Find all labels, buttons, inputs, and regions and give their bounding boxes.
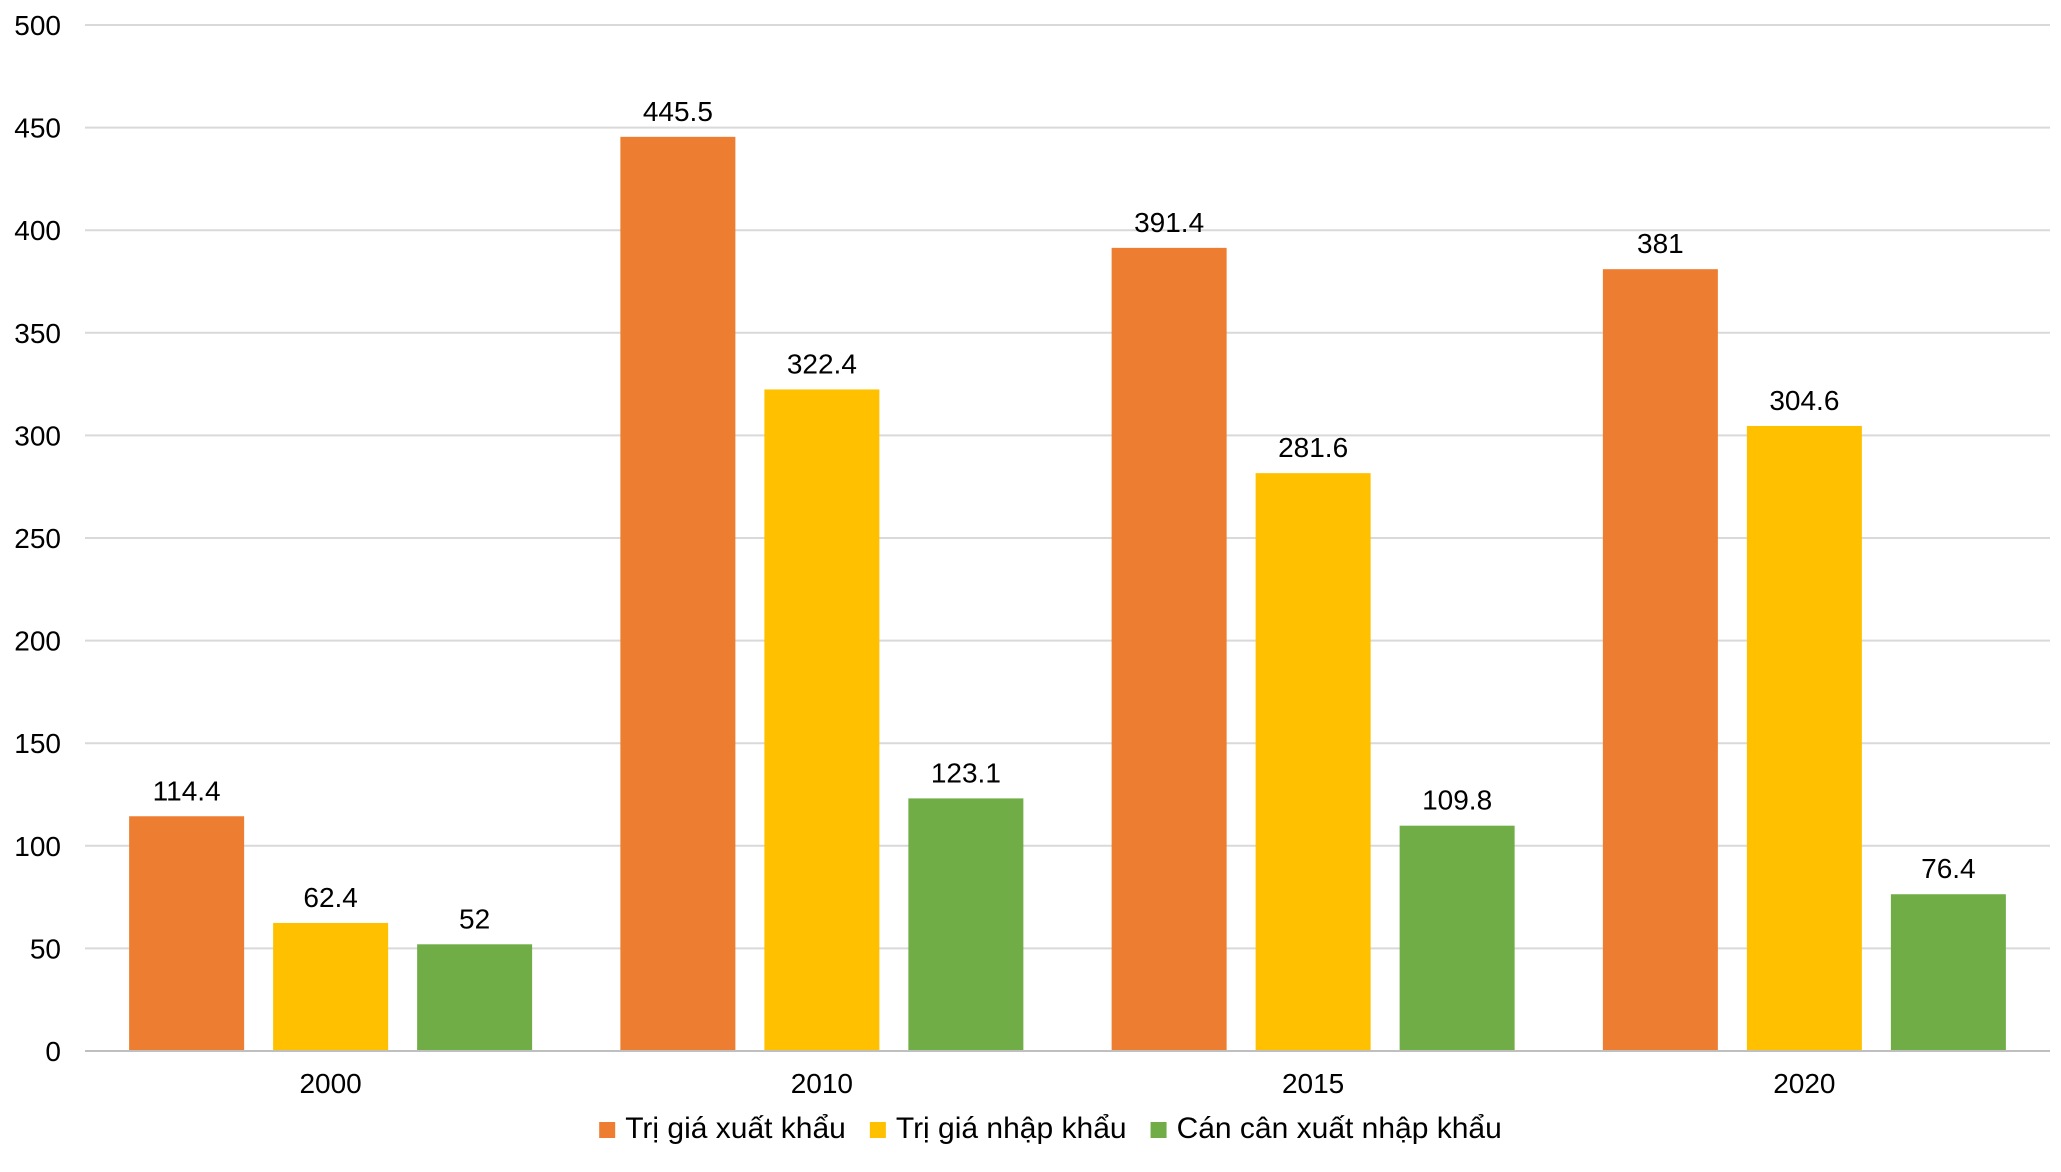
bar-2020-series-3: [1890, 894, 2006, 1051]
bar-2000-series-2: [273, 922, 389, 1051]
x-axis: 2000 2010 2015 2020: [85, 1050, 2050, 1099]
y-tick-label: 200: [14, 626, 61, 657]
y-tick-label: 500: [14, 10, 61, 41]
data-label-2010-series-3: 123.1: [931, 757, 1001, 788]
y-tick-label: 0: [45, 1036, 61, 1067]
data-label-2000-series-2: 62.4: [303, 882, 358, 913]
x-category-label: 2010: [791, 1068, 853, 1099]
data-label-2015-series-2: 281.6: [1278, 432, 1348, 463]
bar-2000-series-3: [417, 944, 533, 1051]
bar-2010-series-3: [908, 798, 1024, 1051]
bar-2000-series-1: [129, 816, 245, 1051]
data-label-2015-series-3: 109.8: [1422, 785, 1492, 816]
y-tick-label: 100: [14, 831, 61, 862]
y-tick-label: 300: [14, 420, 61, 451]
gridlines: [85, 24, 2050, 950]
data-label-2020-series-2: 304.6: [1769, 385, 1839, 416]
data-label-2010-series-1: 445.5: [643, 96, 713, 127]
legend-label-series-2: Trị giá nhập khẩu: [896, 1112, 1127, 1145]
bars: [129, 136, 2006, 1052]
legend-swatch-series-3: [1150, 1122, 1167, 1138]
data-label-2020-series-3: 76.4: [1921, 853, 1976, 884]
y-tick-label: 400: [14, 215, 61, 246]
x-category-label: 2015: [1282, 1068, 1344, 1099]
y-tick-label: 150: [14, 728, 61, 759]
bar-2010-series-1: [620, 136, 736, 1052]
bar-2020-series-1: [1602, 269, 1718, 1051]
legend-swatch-series-1: [599, 1122, 616, 1138]
data-label-2000-series-3: 52: [459, 903, 490, 934]
x-category-label: 2000: [299, 1068, 361, 1099]
bar-2015-series-3: [1399, 825, 1515, 1051]
y-tick-label: 350: [14, 318, 61, 349]
bar-2015-series-1: [1111, 247, 1227, 1052]
bar-2010-series-2: [764, 389, 880, 1052]
legend-label-series-3: Cán cân xuất nhập khẩu: [1177, 1112, 1502, 1145]
legend-swatch-series-2: [869, 1122, 886, 1138]
x-category-label: 2020: [1773, 1068, 1835, 1099]
bar-2015-series-2: [1255, 473, 1371, 1051]
legend: Trị giá xuất khẩu Trị giá nhập khẩu Cán câ…: [599, 1112, 1502, 1145]
y-tick-label: 50: [30, 933, 61, 964]
data-label-2000-series-1: 114.4: [153, 775, 221, 806]
y-axis: 0 50 100 150 200 250 300 350 400 450 500: [14, 10, 61, 1067]
data-labels: 114.4 62.4 52 445.5 322.4 123.1 391.4 281.6 109.…: [153, 96, 1976, 934]
data-label-2015-series-1: 391.4: [1134, 207, 1204, 238]
y-tick-label: 450: [14, 113, 61, 144]
bar-2020-series-2: [1746, 425, 1862, 1051]
data-label-2010-series-2: 322.4: [787, 348, 857, 379]
data-label-2020-series-1: 381: [1637, 228, 1684, 259]
legend-label-series-1: Trị giá xuất khẩu: [625, 1112, 846, 1145]
y-tick-label: 250: [14, 523, 61, 554]
